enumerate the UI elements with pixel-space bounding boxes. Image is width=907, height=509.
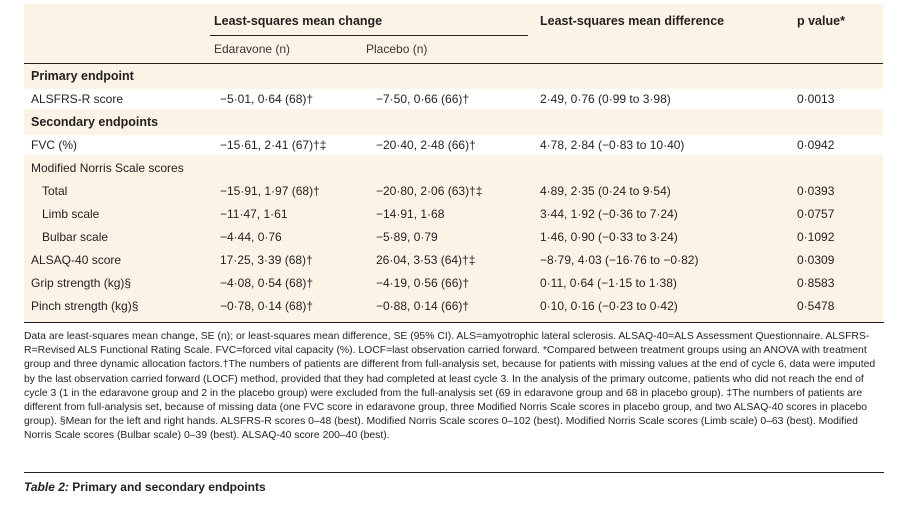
header-p-value: p value* xyxy=(797,14,845,28)
p-value-cell: 0·0393 xyxy=(797,184,835,198)
p-value-cell: 0·0013 xyxy=(797,92,835,106)
table-row: Primary endpoint xyxy=(24,66,883,86)
header-ls-mean-change: Least-squares mean change xyxy=(214,14,383,28)
row-label: Grip strength (kg)§ xyxy=(31,276,132,290)
row-label: ALSAQ-40 score xyxy=(31,253,122,267)
table-caption: Table 2: Primary and secondary endpoints xyxy=(24,480,266,494)
p-value-cell: 0·0309 xyxy=(797,253,835,267)
difference-cell: 0·11, 0·64 (−1·15 to 1·38) xyxy=(540,276,677,290)
difference-cell: −8·79, 4·03 (−16·76 to −0·82) xyxy=(540,253,699,267)
difference-cell: 0·10, 0·16 (−0·23 to 0·42) xyxy=(540,299,678,313)
table-row: Pinch strength (kg)§ −0·78, 0·14 (68)† −0·… xyxy=(24,296,883,316)
difference-cell: 4·89, 2·35 (0·24 to 9·54) xyxy=(540,184,671,198)
difference-cell: 1·46, 0·90 (−0·33 to 3·24) xyxy=(540,230,678,244)
p-value-cell: 0·5478 xyxy=(797,299,835,313)
row-label: Primary endpoint xyxy=(31,69,134,83)
edaravone-cell: −5·01, 0·64 (68)† xyxy=(220,92,314,106)
table-row: Secondary endpoints xyxy=(24,112,883,132)
edaravone-cell: −15·61, 2·41 (67)†‡ xyxy=(220,138,327,152)
p-value-cell: 0·0757 xyxy=(797,207,835,221)
table-row: FVC (%) −15·61, 2·41 (67)†‡ −20·40, 2·48 (… xyxy=(24,135,883,155)
results-table: Least-squares mean change Least-squares … xyxy=(24,4,883,322)
placebo-cell: −5·89, 0·79 xyxy=(376,230,438,244)
placebo-cell: −14·91, 1·68 xyxy=(376,207,445,221)
table-row: ALSAQ-40 score 17·25, 3·39 (68)† 26·04, 3·… xyxy=(24,250,883,270)
p-value-cell: 0·0942 xyxy=(797,138,835,152)
table-row: ALSFRS-R score −5·01, 0·64 (68)† −7·50, 0·… xyxy=(24,89,883,109)
header-placebo: Placebo (n) xyxy=(366,42,428,56)
row-label: Secondary endpoints xyxy=(31,115,159,129)
difference-cell: 2·49, 0·76 (0·99 to 3·98) xyxy=(540,92,671,106)
edaravone-cell: −15·91, 1·97 (68)† xyxy=(220,184,320,198)
row-label: Bulbar scale xyxy=(42,230,109,244)
caption-label: Table 2: xyxy=(24,480,69,494)
edaravone-cell: −4·08, 0·54 (68)† xyxy=(220,276,314,290)
difference-cell: 3·44, 1·92 (−0·36 to 7·24) xyxy=(540,207,678,221)
p-value-cell: 0·1092 xyxy=(797,230,835,244)
edaravone-cell: −0·78, 0·14 (68)† xyxy=(220,299,314,313)
placebo-cell: −20·40, 2·48 (66)† xyxy=(376,138,476,152)
p-value-cell: 0·8583 xyxy=(797,276,835,290)
placebo-cell: −7·50, 0·66 (66)† xyxy=(376,92,470,106)
table-bottom-rule xyxy=(24,322,884,323)
edaravone-cell: −11·47, 1·61 xyxy=(220,207,288,221)
header-edaravone: Edaravone (n) xyxy=(214,42,291,56)
placebo-cell: −4·19, 0·56 (66)† xyxy=(376,276,470,290)
table-row: Modified Norris Scale scores xyxy=(24,158,883,178)
row-label: Total xyxy=(42,184,68,198)
row-label: Modified Norris Scale scores xyxy=(31,161,184,175)
caption-rule xyxy=(24,472,884,473)
table-row: Total −15·91, 1·97 (68)† −20·80, 2·06 (63)… xyxy=(24,181,883,201)
row-label: Limb scale xyxy=(42,207,100,221)
caption-title: Primary and secondary endpoints xyxy=(72,480,266,494)
row-label: Pinch strength (kg)§ xyxy=(31,299,139,313)
placebo-cell: 26·04, 3·53 (64)†‡ xyxy=(376,253,476,267)
row-label: FVC (%) xyxy=(31,138,77,152)
edaravone-cell: −4·44, 0·76 xyxy=(220,230,282,244)
placebo-cell: −0·88, 0·14 (66)† xyxy=(376,299,470,313)
header-rule xyxy=(24,63,883,64)
header-underline xyxy=(210,35,528,36)
footnote: Data are least-squares mean change, SE (… xyxy=(24,331,876,442)
row-label: ALSFRS-R score xyxy=(31,92,124,106)
table-row: Grip strength (kg)§ −4·08, 0·54 (68)† −4·1… xyxy=(24,273,883,293)
table-row: Bulbar scale −4·44, 0·76 −5·89, 0·79 1·46, … xyxy=(24,227,883,247)
edaravone-cell: 17·25, 3·39 (68)† xyxy=(220,253,313,267)
difference-cell: 4·78, 2·84 (−0·83 to 10·40) xyxy=(540,138,685,152)
table-row: Limb scale −11·47, 1·61 −14·91, 1·68 3·44, … xyxy=(24,204,883,224)
placebo-cell: −20·80, 2·06 (63)†‡ xyxy=(376,184,483,198)
header-ls-mean-difference: Least-squares mean difference xyxy=(540,14,725,28)
